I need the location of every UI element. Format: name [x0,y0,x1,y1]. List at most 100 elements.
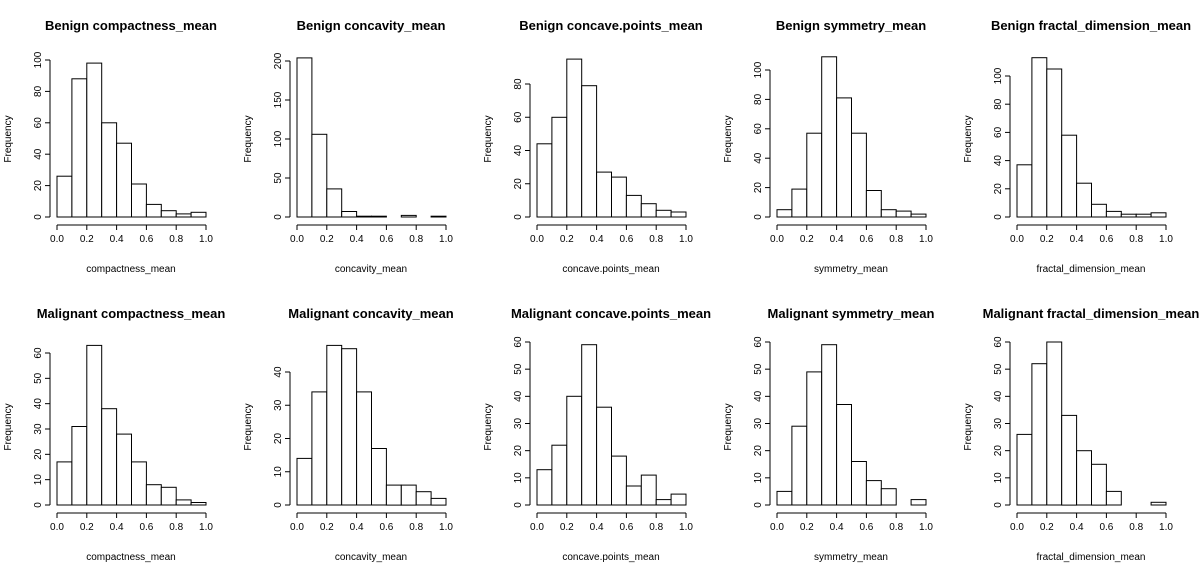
histogram-bar [1091,463,1107,506]
histogram-panel: 0.0 0.2 0.4 0.6 0.8 1.0 0 20 40 60 80 100 Benign com… [3,18,217,275]
histogram-bar [625,194,642,218]
y-tick-label: 40 [513,390,524,402]
y-tick-label: 0 [513,214,524,220]
histogram-panel: 0.0 0.2 0.4 0.6 0.8 1.0 0 10 20 30 40 50 60 Malignant… [723,306,934,563]
x-tick-label: 0.2 [320,234,334,245]
histogram-bar [1061,134,1078,218]
histogram-bar [116,142,132,218]
x-tick-label: 0.2 [800,522,814,533]
y-tick-label: 0 [273,214,284,220]
x-tick-label: 0.6 [1099,234,1113,245]
y-tick-label: 0 [993,502,1004,508]
histogram-bar [71,426,88,506]
histogram-bar [551,444,568,506]
histogram-bar [596,406,612,506]
panel-title: Benign symmetry_mean [776,18,926,33]
x-tick-label: 0.8 [409,234,423,245]
y-tick-label: 20 [993,445,1004,457]
y-tick-label: 20 [33,448,44,460]
x-tick-label: 0.2 [560,234,574,245]
y-axis-label: Frequency [963,403,974,450]
histogram-bar [86,62,103,218]
panel-title: Benign fractal_dimension_mean [991,18,1191,33]
histogram-bar [536,469,553,506]
x-axis-label: fractal_dimension_mean [1037,552,1146,563]
histogram-bar [910,499,927,506]
y-tick-label: 10 [33,474,44,486]
y-tick-label: 20 [753,445,764,457]
panel-title: Malignant concavity_mean [288,306,453,321]
histogram-bar [145,203,162,218]
y-tick-label: 30 [33,423,44,435]
y-axis-label: Frequency [963,115,974,162]
histogram-bar [131,461,147,506]
histogram-bar [341,348,358,506]
histogram-bar [625,485,642,506]
histogram-panel: 0.0 0.2 0.4 0.6 0.8 1.0 0 20 40 60 80 100 Benign sym… [723,18,933,275]
x-axis-label: symmetry_mean [814,552,888,563]
y-tick-label: 30 [513,418,524,430]
histogram-bar [1135,213,1152,218]
y-tick-label: 50 [33,372,44,384]
x-tick-label: 0.0 [290,522,304,533]
x-tick-label: 0.6 [619,522,633,533]
histogram-bar [371,448,387,506]
x-tick-label: 0.2 [320,522,334,533]
histogram-bar [1031,363,1048,506]
y-tick-label: 80 [513,78,524,90]
histogram-bar [1091,203,1107,218]
x-tick-label: 0.8 [1129,522,1143,533]
histogram-bar [581,344,598,506]
y-tick-label: 0 [993,214,1004,220]
histogram-bar [640,203,657,218]
histogram-bar [670,493,687,506]
histogram-bar [880,209,897,218]
y-tick-label: 200 [273,52,284,69]
histogram-bar [56,461,73,506]
histogram-bar [400,484,417,506]
x-tick-label: 0.6 [139,234,153,245]
histogram-bar [1150,501,1167,506]
histogram-bar [1016,164,1033,218]
y-tick-label: 10 [273,466,284,478]
y-tick-label: 20 [273,433,284,445]
histogram-bar [806,371,823,506]
x-tick-label: 0.6 [859,234,873,245]
histogram-panel: 0.0 0.2 0.4 0.6 0.8 1.0 0 10 20 30 40 Malignant con… [243,306,454,563]
x-tick-label: 0.4 [110,234,124,245]
histogram-bar [910,213,927,218]
x-tick-label: 0.0 [50,522,64,533]
histogram-bar [865,480,882,506]
x-tick-label: 1.0 [1159,234,1173,245]
histogram-bar [430,215,447,218]
histogram-bar [190,211,207,218]
y-tick-label: 50 [993,363,1004,375]
y-tick-label: 60 [753,336,764,348]
x-tick-label: 0.0 [290,234,304,245]
panel-title: Malignant symmetry_mean [768,306,935,321]
histogram-bar [1076,450,1092,506]
histogram-bar [806,132,823,218]
x-axis-label: concave.points_mean [562,264,659,275]
y-tick-label: 60 [33,347,44,359]
x-tick-label: 0.8 [409,522,423,533]
histogram-bar [611,455,627,506]
y-tick-label: 80 [753,93,764,105]
x-tick-label: 0.8 [889,234,903,245]
histogram-bar [851,132,867,218]
y-tick-label: 40 [273,366,284,378]
y-tick-label: 30 [273,399,284,411]
y-axis-label: Frequency [243,403,254,450]
x-tick-label: 0.4 [350,522,364,533]
x-tick-label: 0.4 [830,522,844,533]
histogram-bar [895,210,912,218]
x-tick-label: 0.4 [830,234,844,245]
histogram-bar [1076,182,1092,218]
y-axis-label: Frequency [3,115,14,162]
x-tick-label: 0.0 [1010,234,1024,245]
x-axis-label: symmetry_mean [814,264,888,275]
x-tick-label: 0.0 [770,234,784,245]
y-tick-label: 100 [993,67,1004,84]
histogram-bar [865,190,882,218]
